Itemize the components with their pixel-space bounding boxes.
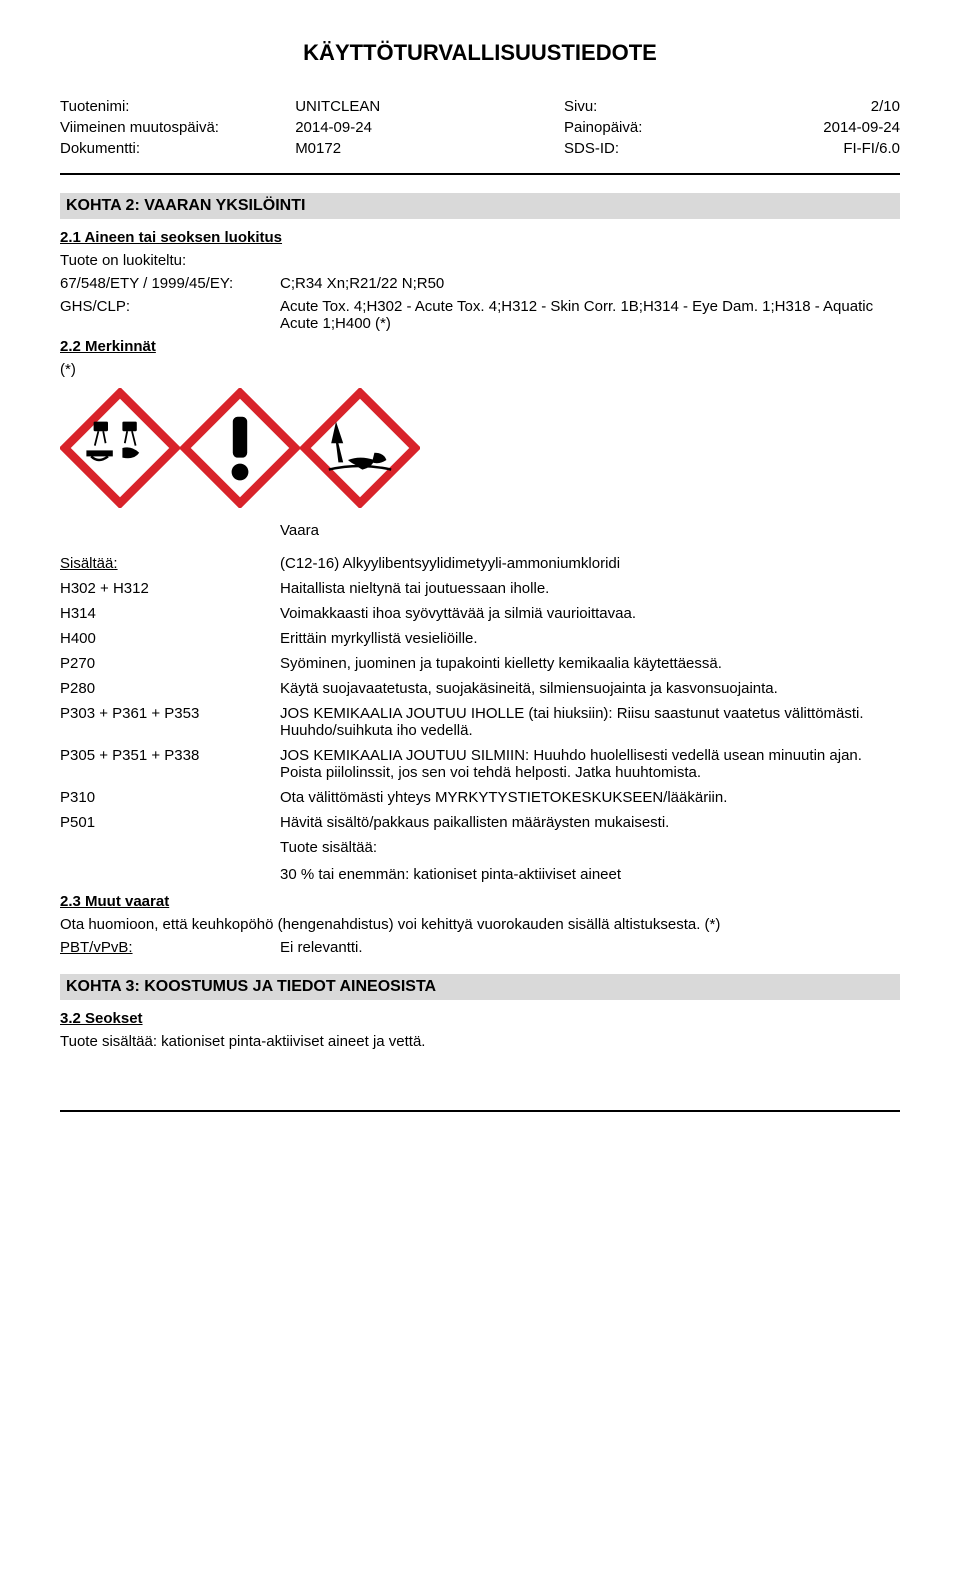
other-hazards-text: Ota huomioon, että keuhkopöhö (hengenahd… — [60, 916, 900, 933]
header-label: Viimeinen muutospäivä: — [60, 117, 295, 138]
statement-text: Syöminen, juominen ja tupakointi kiellet… — [280, 655, 900, 672]
classification-key: 67/548/ETY / 1999/45/EY: — [60, 275, 280, 292]
statement-code: P305 + P351 + P338 — [60, 747, 280, 764]
classification-value: C;R34 Xn;R21/22 N;R50 — [280, 275, 900, 292]
document-title: KÄYTTÖTURVALLISUUSTIEDOTE — [60, 40, 900, 66]
ghs-pictograms — [60, 388, 900, 508]
statement-row: Sisältää:(C12-16) Alkyylibentsyylidimety… — [60, 555, 900, 572]
statement-row: H314Voimakkaasti ihoa syövyttävää ja sil… — [60, 605, 900, 622]
classified-text: Tuote on luokiteltu: — [60, 252, 900, 269]
header-label: SDS-ID: — [564, 138, 732, 159]
statement-row: P310Ota välittömästi yhteys MYRKYTYSTIET… — [60, 789, 900, 806]
statement-code: P501 — [60, 814, 280, 831]
header-value: 2014-09-24 — [732, 117, 900, 138]
header-value: M0172 — [295, 138, 564, 159]
statement-text: (C12-16) Alkyylibentsyylidimetyyli-ammon… — [280, 555, 900, 572]
subsection-2-2: 2.2 Merkinnät — [60, 338, 900, 355]
statement-text: Käytä suojavaatetusta, suojakäsineitä, s… — [280, 680, 900, 697]
statement-row: H302 + H312Haitallista nieltynä tai jout… — [60, 580, 900, 597]
statement-code: P280 — [60, 680, 280, 697]
header-label: Painopäivä: — [564, 117, 732, 138]
statement-row: Tuote sisältää: — [60, 839, 900, 856]
statement-row: P303 + P361 + P353JOS KEMIKAALIA JOUTUU … — [60, 705, 900, 739]
statement-code: H302 + H312 — [60, 580, 280, 597]
subsection-2-3: 2.3 Muut vaarat — [60, 893, 900, 910]
statement-code: H314 — [60, 605, 280, 622]
statement-text: Voimakkaasti ihoa syövyttävää ja silmiä … — [280, 605, 900, 622]
statement-row: P270Syöminen, juominen ja tupakointi kie… — [60, 655, 900, 672]
table-row: Dokumentti: M0172 SDS-ID: FI-FI/6.0 — [60, 138, 900, 159]
ghs-exclamation-icon — [180, 388, 300, 508]
subsection-2-1: 2.1 Aineen tai seoksen luokitus — [60, 229, 900, 246]
table-row: Tuotenimi: UNITCLEAN Sivu: 2/10 — [60, 96, 900, 117]
classification-row: GHS/CLP: Acute Tox. 4;H302 - Acute Tox. … — [60, 298, 900, 332]
table-row: Viimeinen muutospäivä: 2014-09-24 Painop… — [60, 117, 900, 138]
statement-row: P280Käytä suojavaatetusta, suojakäsineit… — [60, 680, 900, 697]
divider — [60, 173, 900, 175]
header-label: Dokumentti: — [60, 138, 295, 159]
pbt-label: PBT/vPvB: — [60, 939, 280, 956]
section-3-title: KOHTA 3: KOOSTUMUS JA TIEDOT AINEOSISTA — [60, 974, 900, 1000]
asterisk-note: (*) — [60, 361, 900, 378]
statement-text: Ota välittömästi yhteys MYRKYTYSTIETOKES… — [280, 789, 900, 806]
header-table: Tuotenimi: UNITCLEAN Sivu: 2/10 Viimeine… — [60, 96, 900, 159]
divider — [60, 1110, 900, 1112]
section-2-title: KOHTA 2: VAARAN YKSILÖINTI — [60, 193, 900, 219]
statement-text: Haitallista nieltynä tai joutuessaan iho… — [280, 580, 900, 597]
statement-row: P501Hävitä sisältö/pakkaus paikallisten … — [60, 814, 900, 831]
header-value: 2014-09-24 — [295, 117, 564, 138]
header-label: Tuotenimi: — [60, 96, 295, 117]
statement-text: Tuote sisältää: — [280, 839, 900, 856]
signal-word: Vaara — [280, 522, 900, 539]
header-label: Sivu: — [564, 96, 732, 117]
statement-text: JOS KEMIKAALIA JOUTUU SILMIIN: Huuhdo hu… — [280, 747, 900, 781]
subsection-3-2: 3.2 Seokset — [60, 1010, 900, 1027]
statement-text: JOS KEMIKAALIA JOUTUU IHOLLE (tai hiuksi… — [280, 705, 900, 739]
statement-code: Sisältää: — [60, 555, 280, 572]
header-value: FI-FI/6.0 — [732, 138, 900, 159]
page: KÄYTTÖTURVALLISUUSTIEDOTE Tuotenimi: UNI… — [0, 0, 960, 1573]
ghs-corrosion-icon — [60, 388, 180, 508]
pbt-value: Ei relevantti. — [280, 939, 900, 956]
classification-row: 67/548/ETY / 1999/45/EY: C;R34 Xn;R21/22… — [60, 275, 900, 292]
statement-row: H400Erittäin myrkyllistä vesieliöille. — [60, 630, 900, 647]
hazard-statements: Sisältää:(C12-16) Alkyylibentsyylidimety… — [60, 555, 900, 856]
header-value: 2/10 — [732, 96, 900, 117]
statement-text: Erittäin myrkyllistä vesieliöille. — [280, 630, 900, 647]
composition-line: 30 % tai enemmän: kationiset pinta-aktii… — [280, 866, 900, 883]
statement-code: P310 — [60, 789, 280, 806]
classification-value: Acute Tox. 4;H302 - Acute Tox. 4;H312 - … — [280, 298, 900, 332]
section-3-text: Tuote sisältää: kationiset pinta-aktiivi… — [60, 1033, 900, 1050]
classification-key: GHS/CLP: — [60, 298, 280, 332]
ghs-environment-icon — [300, 388, 420, 508]
statement-row: P305 + P351 + P338JOS KEMIKAALIA JOUTUU … — [60, 747, 900, 781]
pbt-row: PBT/vPvB: Ei relevantti. — [60, 939, 900, 956]
statement-text: Hävitä sisältö/pakkaus paikallisten määr… — [280, 814, 900, 831]
header-value: UNITCLEAN — [295, 96, 564, 117]
statement-code: P270 — [60, 655, 280, 672]
statement-code: H400 — [60, 630, 280, 647]
statement-code: P303 + P361 + P353 — [60, 705, 280, 722]
